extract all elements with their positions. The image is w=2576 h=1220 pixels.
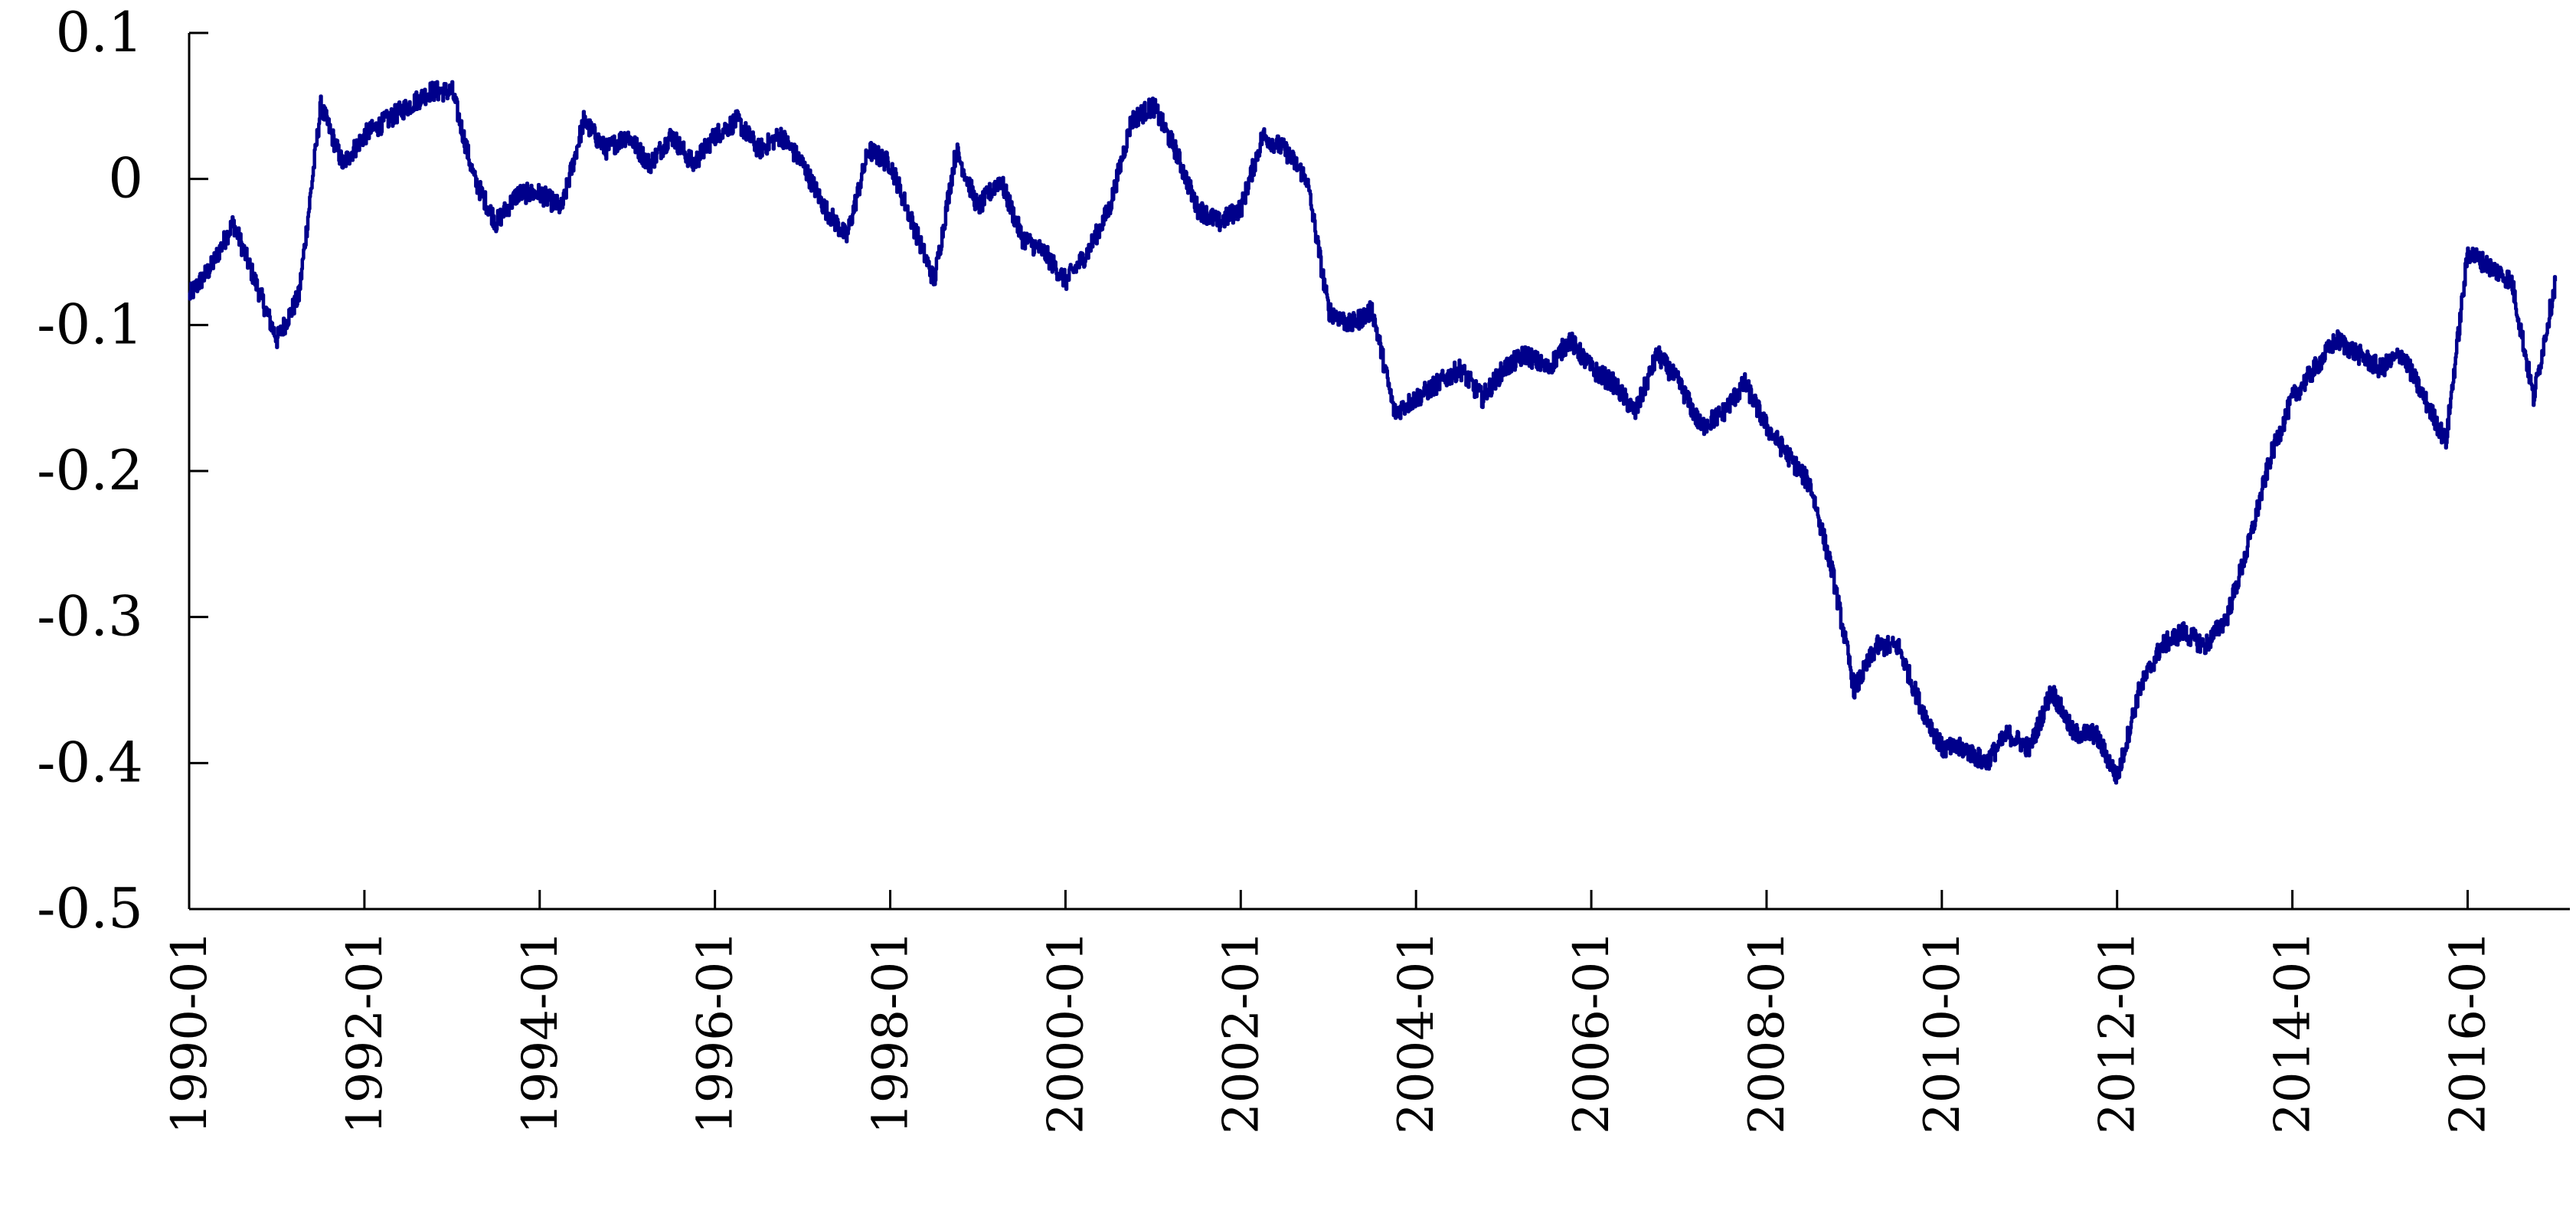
series-layer: [188, 80, 2558, 785]
axes: [188, 33, 2570, 911]
x-tick-label: 2008-01: [1739, 931, 1796, 1134]
x-axis-ticks: 1990-01 1992-01 1994-01 1996-01 1998-01 2000-…: [162, 890, 2496, 1134]
y-tick-label: 0: [108, 146, 143, 211]
x-tick-label: 1996-01: [688, 931, 744, 1134]
y-tick-label: -0.2: [37, 438, 143, 502]
x-tick-label: 2012-01: [2090, 931, 2146, 1134]
y-axis-ticks: 0.1 0 -0.1 -0.2 -0.3 -0.4 -0.5: [37, 0, 208, 940]
x-tick-label: 2006-01: [1564, 931, 1620, 1134]
y-tick-label: 0.1: [55, 0, 143, 64]
x-tick-label: 2004-01: [1388, 931, 1445, 1134]
x-tick-label: 2002-01: [1213, 931, 1270, 1134]
x-tick-label: 2000-01: [1038, 931, 1094, 1134]
y-tick-label: -0.1: [37, 292, 143, 356]
y-tick-label: -0.4: [37, 730, 143, 794]
y-tick-label: -0.3: [37, 584, 143, 649]
x-tick-label: 1990-01: [162, 931, 218, 1134]
x-tick-label: 1998-01: [863, 931, 920, 1134]
x-tick-label: 2014-01: [2265, 931, 2322, 1134]
x-tick-label: 2010-01: [1914, 931, 1971, 1134]
x-tick-label: 1992-01: [337, 931, 394, 1134]
y-tick-label: -0.5: [37, 876, 143, 940]
series-line: [188, 80, 2558, 785]
x-tick-label: 2016-01: [2440, 931, 2496, 1134]
x-tick-label: 1994-01: [512, 931, 569, 1134]
